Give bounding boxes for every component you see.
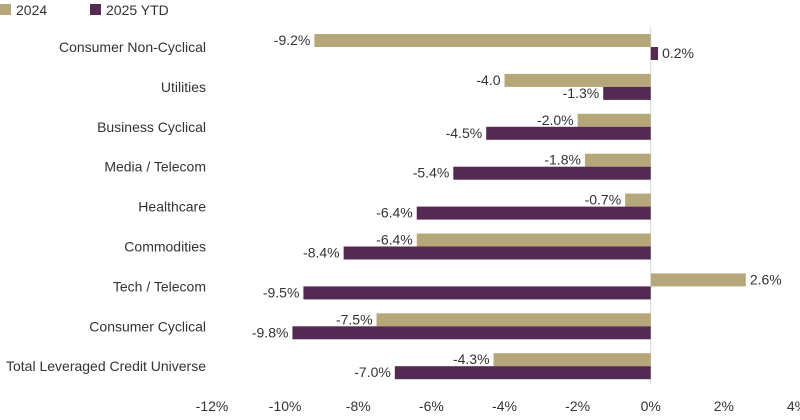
data-label: -5.4% — [413, 165, 450, 181]
data-label: -1.8% — [544, 152, 581, 168]
data-label: -4.3% — [453, 351, 490, 367]
bar-2024 — [314, 34, 651, 47]
legend-swatch-1 — [90, 4, 101, 15]
data-label: -6.4% — [376, 232, 413, 248]
legend-label-1: 2025 YTD — [106, 2, 169, 18]
data-label: -4.0 — [476, 72, 500, 88]
bar-2025-ytd — [394, 366, 651, 380]
bar-2025-ytd — [292, 326, 651, 340]
bar-2024 — [416, 233, 651, 247]
legend-swatch-0 — [0, 4, 11, 15]
data-label: -8.4% — [303, 245, 340, 261]
bar-2025-ytd — [303, 286, 651, 300]
data-label: -6.4% — [376, 205, 413, 221]
bar-2024 — [625, 193, 651, 207]
bar-2025-ytd — [453, 166, 651, 180]
category-label: Consumer Cyclical — [89, 318, 206, 334]
x-tick-label: -6% — [419, 398, 444, 414]
category-label: Healthcare — [138, 199, 206, 215]
bar-2024 — [584, 153, 651, 167]
bar-2024 — [577, 113, 651, 127]
data-label: 0.2% — [662, 45, 694, 61]
x-tick-label: 2% — [714, 398, 734, 414]
bar-2025-ytd — [603, 86, 651, 100]
bar-2024 — [504, 73, 651, 87]
bar-2024 — [376, 313, 651, 327]
category-label: Consumer Non-Cyclical — [59, 39, 206, 55]
bar-2024 — [650, 273, 746, 287]
category-label: Media / Telecom — [104, 159, 206, 175]
x-tick-label: -12% — [196, 398, 229, 414]
bar-2025-ytd — [416, 206, 651, 220]
x-tick-label: 0% — [641, 398, 661, 414]
data-label: -2.0% — [537, 112, 574, 128]
x-tick-label: 4% — [787, 398, 800, 414]
category-label: Commodities — [124, 239, 206, 255]
bar-2025-ytd — [486, 126, 651, 140]
data-label: -1.3% — [563, 85, 600, 101]
data-label: 2.6% — [750, 271, 782, 287]
category-label: Total Leveraged Credit Universe — [6, 358, 206, 374]
data-label: -7.0% — [354, 364, 391, 380]
category-label: Tech / Telecom — [113, 278, 206, 294]
data-label: -0.7% — [585, 192, 622, 208]
bar-2024 — [493, 353, 651, 367]
bar-2025-ytd — [650, 47, 659, 60]
x-tick-label: -10% — [269, 398, 302, 414]
data-label: -9.5% — [263, 284, 300, 300]
x-tick-label: -4% — [492, 398, 517, 414]
data-label: -9.8% — [252, 324, 289, 340]
x-tick-label: -8% — [346, 398, 371, 414]
data-label: -9.2% — [274, 32, 311, 48]
category-label: Utilities — [161, 79, 206, 95]
legend-label-0: 2024 — [16, 2, 47, 18]
data-label: -4.5% — [446, 125, 483, 141]
bar-2025-ytd — [343, 246, 651, 260]
x-tick-label: -2% — [565, 398, 590, 414]
data-label: -7.5% — [336, 311, 373, 327]
category-label: Business Cyclical — [97, 119, 206, 135]
